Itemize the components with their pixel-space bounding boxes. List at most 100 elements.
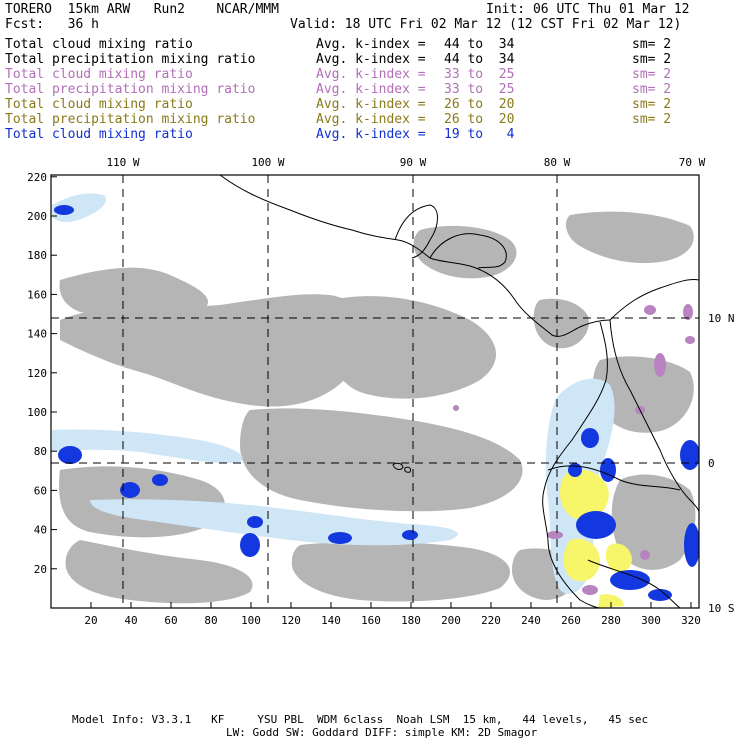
axis-tick-labels: 20 40 60 80 100 120 140 160 180 200 220 240 260 280 30… xyxy=(27,156,734,627)
y-tick-label: 160 xyxy=(27,288,47,301)
coastline xyxy=(219,175,611,337)
legend-range: 33 to 25 xyxy=(444,67,515,82)
legend-kindex: Avg. k-index = xyxy=(316,97,434,112)
longitude-label: 110 W xyxy=(106,156,139,169)
legend-range: 26 to 20 xyxy=(444,97,515,112)
axis-ticks xyxy=(51,176,692,608)
light-precip-band xyxy=(52,429,243,464)
longitude-label: 80 W xyxy=(544,156,571,169)
x-tick-label: 260 xyxy=(561,614,581,627)
x-tick-label: 300 xyxy=(641,614,661,627)
yellow-cell xyxy=(563,538,600,582)
x-tick-label: 280 xyxy=(601,614,621,627)
cloud-patch xyxy=(611,474,696,570)
legend-sm: sm= 2 xyxy=(632,52,672,67)
legend-kindex: Avg. k-index = xyxy=(316,52,434,67)
blue-cell xyxy=(568,463,582,477)
purple-cell xyxy=(685,336,695,344)
legend-field: Total precipitation mixing ratio xyxy=(5,52,256,67)
moderate-purple-areas xyxy=(453,304,695,595)
coastline xyxy=(542,321,608,608)
cloud-patch xyxy=(59,267,209,318)
legend-field: Total precipitation mixing ratio xyxy=(5,82,256,97)
purple-cell xyxy=(644,305,656,315)
blue-cell xyxy=(581,428,599,448)
purple-cell xyxy=(453,405,459,411)
legend-sm: sm= 2 xyxy=(632,82,672,97)
x-tick-label: 240 xyxy=(521,614,541,627)
blue-cell xyxy=(58,446,82,464)
legend-range: 19 to 4 xyxy=(444,127,515,142)
cloud-patch xyxy=(240,408,523,512)
coastline xyxy=(547,465,681,491)
legend-kindex: Avg. k-index = xyxy=(316,127,434,142)
y-tick-label: 100 xyxy=(27,406,47,419)
cloud-patch xyxy=(565,211,694,264)
longitude-label: 90 W xyxy=(400,156,427,169)
cloud-patch xyxy=(291,541,510,602)
x-tick-label: 20 xyxy=(84,614,97,627)
yellow-cell xyxy=(605,543,632,573)
legend-kindex: Avg. k-index = xyxy=(316,112,434,127)
blue-cell xyxy=(576,511,616,539)
cloud-patch xyxy=(533,298,589,349)
heavy-yellow-areas xyxy=(560,469,632,608)
cloud-areas xyxy=(59,211,696,604)
legend-field: Total precipitation mixing ratio xyxy=(5,112,256,127)
blue-cell xyxy=(600,458,616,482)
x-tick-label: 180 xyxy=(401,614,421,627)
x-tick-label: 220 xyxy=(481,614,501,627)
y-tick-label: 220 xyxy=(27,171,47,184)
legend-range: 33 to 25 xyxy=(444,82,515,97)
coastline xyxy=(609,319,699,513)
gridlines xyxy=(51,175,699,608)
model-title: TORERO 15km ARW Run2 NCAR/MMM xyxy=(5,2,279,17)
purple-cell xyxy=(640,550,650,560)
valid-time: Valid: 18 UTC Fri 02 Mar 12 (12 CST Fri … xyxy=(290,17,682,32)
latitude-label: 10 S xyxy=(708,602,735,615)
light-precip-band xyxy=(90,499,458,546)
cloud-patch xyxy=(326,296,497,399)
coastlines xyxy=(219,175,699,608)
y-tick-label: 120 xyxy=(27,367,47,380)
blue-cell xyxy=(247,516,263,528)
x-tick-label: 160 xyxy=(361,614,381,627)
blue-cell xyxy=(402,530,418,540)
legend-field: Total cloud mixing ratio xyxy=(5,127,193,142)
blue-cell xyxy=(240,533,260,557)
legend-sm: sm= 2 xyxy=(632,112,672,127)
x-tick-label: 100 xyxy=(241,614,261,627)
purple-cell xyxy=(582,585,598,595)
longitude-label: 70 W xyxy=(679,156,706,169)
latitude-label: 0 xyxy=(708,457,715,470)
y-tick-label: 60 xyxy=(34,484,47,497)
blue-cell xyxy=(152,474,168,486)
legend-kindex: Avg. k-index = xyxy=(316,37,434,52)
cloud-patch xyxy=(413,225,517,279)
legend-range: 26 to 20 xyxy=(444,112,515,127)
coastline xyxy=(392,462,411,473)
blue-cell xyxy=(120,482,140,498)
legend-field: Total cloud mixing ratio xyxy=(5,37,193,52)
cloud-patch xyxy=(592,356,694,433)
legend-sm: sm= 2 xyxy=(632,37,672,52)
x-tick-label: 200 xyxy=(441,614,461,627)
yellow-cell xyxy=(598,594,624,608)
coastline xyxy=(394,204,438,259)
y-tick-label: 180 xyxy=(27,249,47,262)
x-tick-label: 320 xyxy=(681,614,701,627)
legend-range: 44 to 34 xyxy=(444,37,515,52)
x-tick-label: 80 xyxy=(204,614,217,627)
purple-cell xyxy=(654,353,666,377)
blue-cell xyxy=(328,532,352,544)
physics-info-line: LW: Godd SW: Goddard DIFF: simple KM: 2D… xyxy=(226,726,538,739)
legend-field: Total cloud mixing ratio xyxy=(5,97,193,112)
longitude-label: 100 W xyxy=(251,156,284,169)
blue-cell xyxy=(54,205,74,215)
legend-kindex: Avg. k-index = xyxy=(316,82,434,97)
coastline xyxy=(429,233,507,269)
legend-kindex: Avg. k-index = xyxy=(316,67,434,82)
legend-range: 44 to 34 xyxy=(444,52,515,67)
cloud-patch xyxy=(60,294,369,407)
